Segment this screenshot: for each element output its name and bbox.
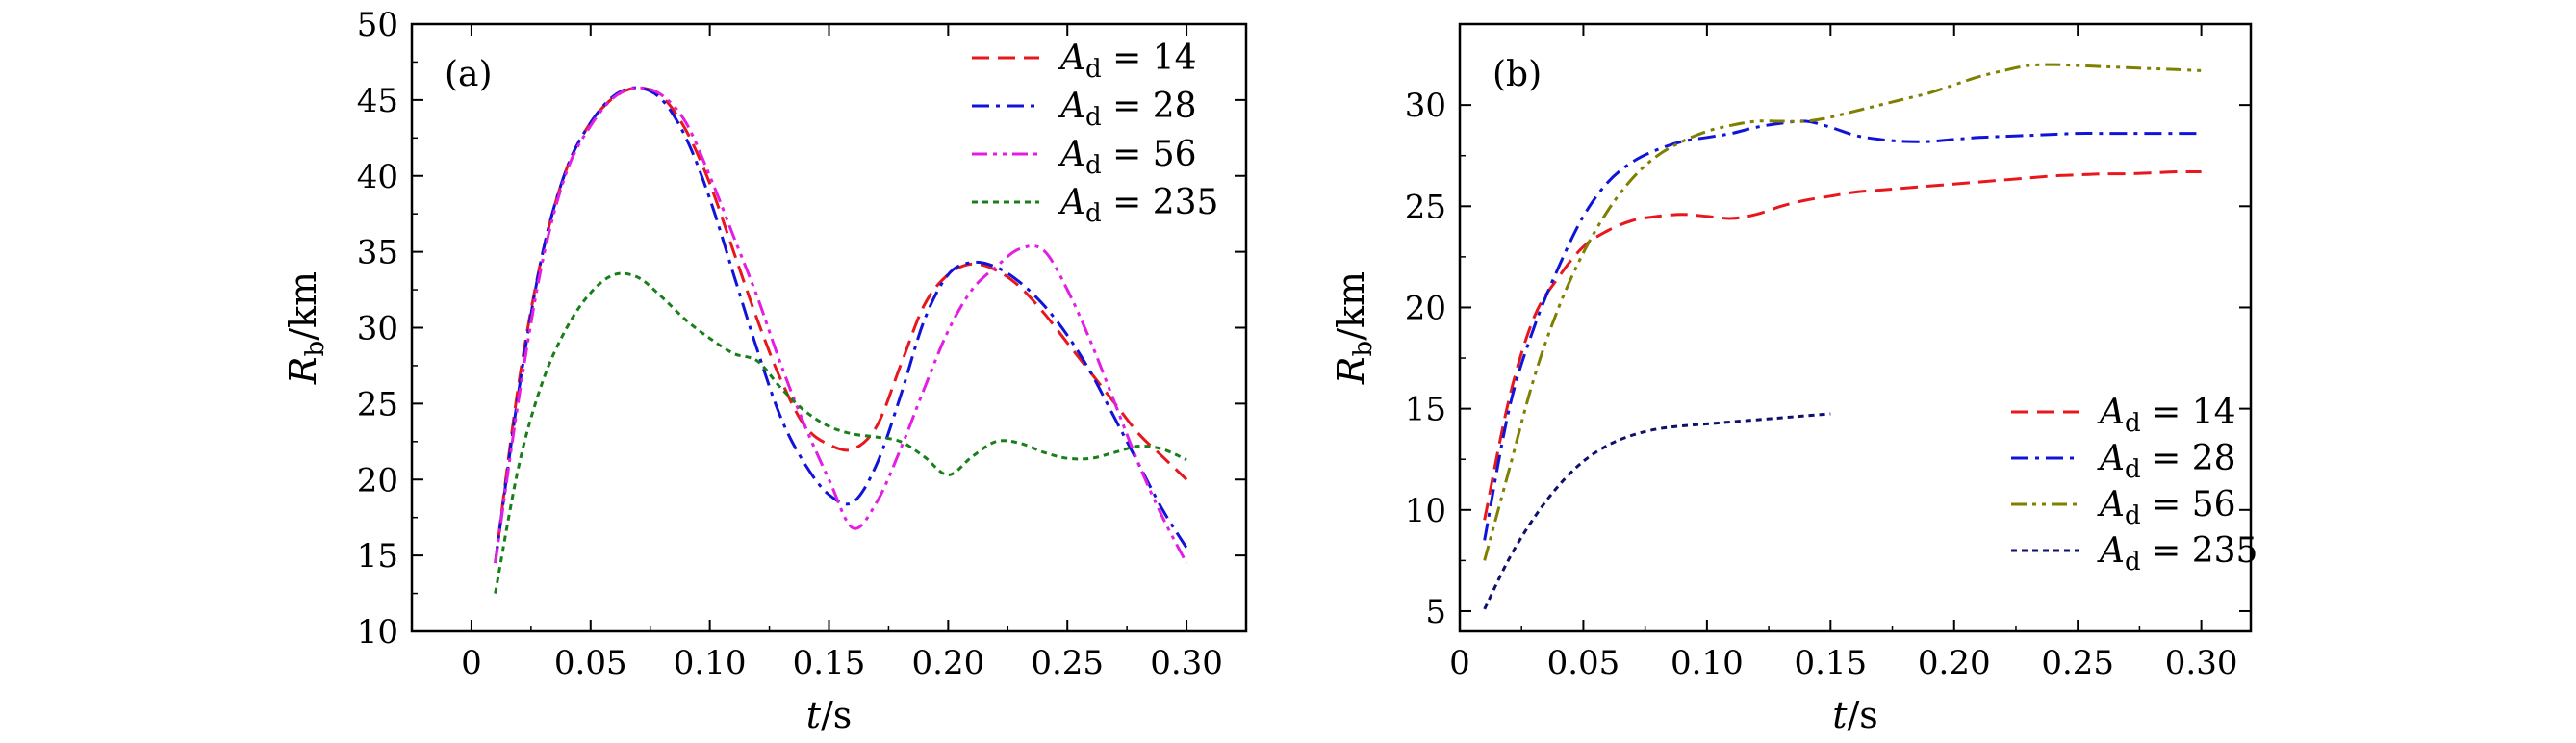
y-tick-label: 15 <box>1405 391 1446 429</box>
panel-label: (b) <box>1492 55 1542 94</box>
x-axis-title: t/s <box>1832 694 1878 736</box>
x-tick-label: 0 <box>1449 644 1470 682</box>
series-line-2 <box>1483 119 2202 541</box>
x-tick-label: 0.10 <box>674 644 747 682</box>
x-tick-label: 0.20 <box>1918 644 1991 682</box>
legend-entry: Ad = 56 <box>1058 135 1197 180</box>
x-tick-label: 0.30 <box>2165 644 2238 682</box>
series-line-4 <box>1483 412 1831 610</box>
x-tick-label: 0.20 <box>912 644 985 682</box>
y-tick-label: 40 <box>357 158 398 196</box>
chart-panel-a: 0 0.05 0.10 0.15 0.20 0.25 0.30 10 15 20 25 30 35 40 4… <box>282 6 1248 736</box>
series-group <box>1483 63 2202 610</box>
y-tick-label: 5 <box>1425 593 1446 631</box>
y-tick-label: 30 <box>1405 87 1446 125</box>
y-tick-label: 10 <box>1405 492 1446 530</box>
series-group <box>494 86 1188 594</box>
y-axis-title: Rb/km <box>1330 271 1378 385</box>
x-tick-label: 0.05 <box>1547 644 1620 682</box>
y-tick-label: 25 <box>357 385 398 423</box>
y-tick-label: 30 <box>357 310 398 348</box>
x-tick-label: 0.15 <box>1794 644 1867 682</box>
y-tick-label: 50 <box>357 6 398 44</box>
x-tick-label: 0.25 <box>2041 644 2114 682</box>
x-tick-label: 0.05 <box>554 644 627 682</box>
x-tick-label: 0 <box>461 644 482 682</box>
plot-frame <box>1458 22 2253 633</box>
y-tick-label: 45 <box>357 82 398 120</box>
x-axis-title: t/s <box>806 694 853 736</box>
series-line-2 <box>494 86 1188 564</box>
x-tick-label: 0.30 <box>1150 644 1223 682</box>
chart-panel-b: 0 0.05 0.10 0.15 0.20 0.25 0.30 5 10 15 20 25 30 t/s R… <box>1330 22 2257 736</box>
x-tick-label: 0.25 <box>1031 644 1104 682</box>
y-tick-label: 25 <box>1405 188 1446 226</box>
y-tick-label: 10 <box>357 613 398 652</box>
series-line-3 <box>1483 63 2202 561</box>
panel-label: (a) <box>445 55 493 94</box>
x-tick-label: 0.15 <box>793 644 866 682</box>
series-line-3 <box>494 86 1188 564</box>
legend-entry: Ad = 14 <box>2097 393 2236 438</box>
y-tick-label: 35 <box>357 234 398 272</box>
legend-entry: Ad = 235 <box>1058 183 1218 228</box>
legend-entry: Ad = 56 <box>2097 485 2236 530</box>
series-line-4 <box>494 271 1187 594</box>
y-axis-title: Rb/km <box>282 271 330 385</box>
x-tick-label: 0.10 <box>1671 644 1744 682</box>
y-tick-label: 20 <box>1405 289 1446 327</box>
legend-entry: Ad = 28 <box>2097 439 2236 484</box>
y-tick-label: 20 <box>357 461 398 500</box>
legend-entry: Ad = 235 <box>2097 531 2257 576</box>
y-tick-label: 15 <box>357 537 398 576</box>
series-line-1 <box>1483 169 2202 521</box>
legend-entry: Ad = 28 <box>1058 87 1197 132</box>
legend-entry: Ad = 14 <box>1058 38 1197 84</box>
